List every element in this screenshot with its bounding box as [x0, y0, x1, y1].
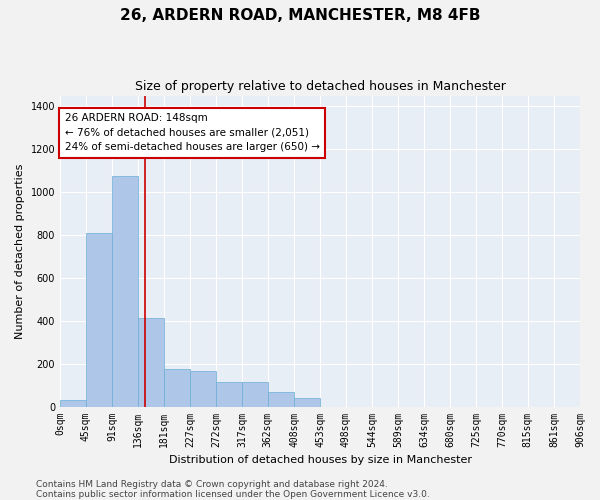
Bar: [190, 371, 216, 406]
Bar: [242, 382, 268, 406]
Bar: [112, 176, 138, 406]
Bar: [60, 400, 86, 406]
Text: 26 ARDERN ROAD: 148sqm
← 76% of detached houses are smaller (2,051)
24% of semi-: 26 ARDERN ROAD: 148sqm ← 76% of detached…: [65, 112, 320, 152]
Bar: [294, 398, 320, 406]
Bar: [86, 233, 112, 406]
Text: Contains HM Land Registry data © Crown copyright and database right 2024.
Contai: Contains HM Land Registry data © Crown c…: [36, 480, 430, 499]
Bar: [138, 318, 164, 406]
Title: Size of property relative to detached houses in Manchester: Size of property relative to detached ho…: [134, 80, 505, 93]
Y-axis label: Number of detached properties: Number of detached properties: [15, 164, 25, 338]
Bar: [216, 382, 242, 406]
Bar: [268, 392, 293, 406]
X-axis label: Distribution of detached houses by size in Manchester: Distribution of detached houses by size …: [169, 455, 472, 465]
Bar: [164, 369, 190, 406]
Text: 26, ARDERN ROAD, MANCHESTER, M8 4FB: 26, ARDERN ROAD, MANCHESTER, M8 4FB: [120, 8, 480, 22]
